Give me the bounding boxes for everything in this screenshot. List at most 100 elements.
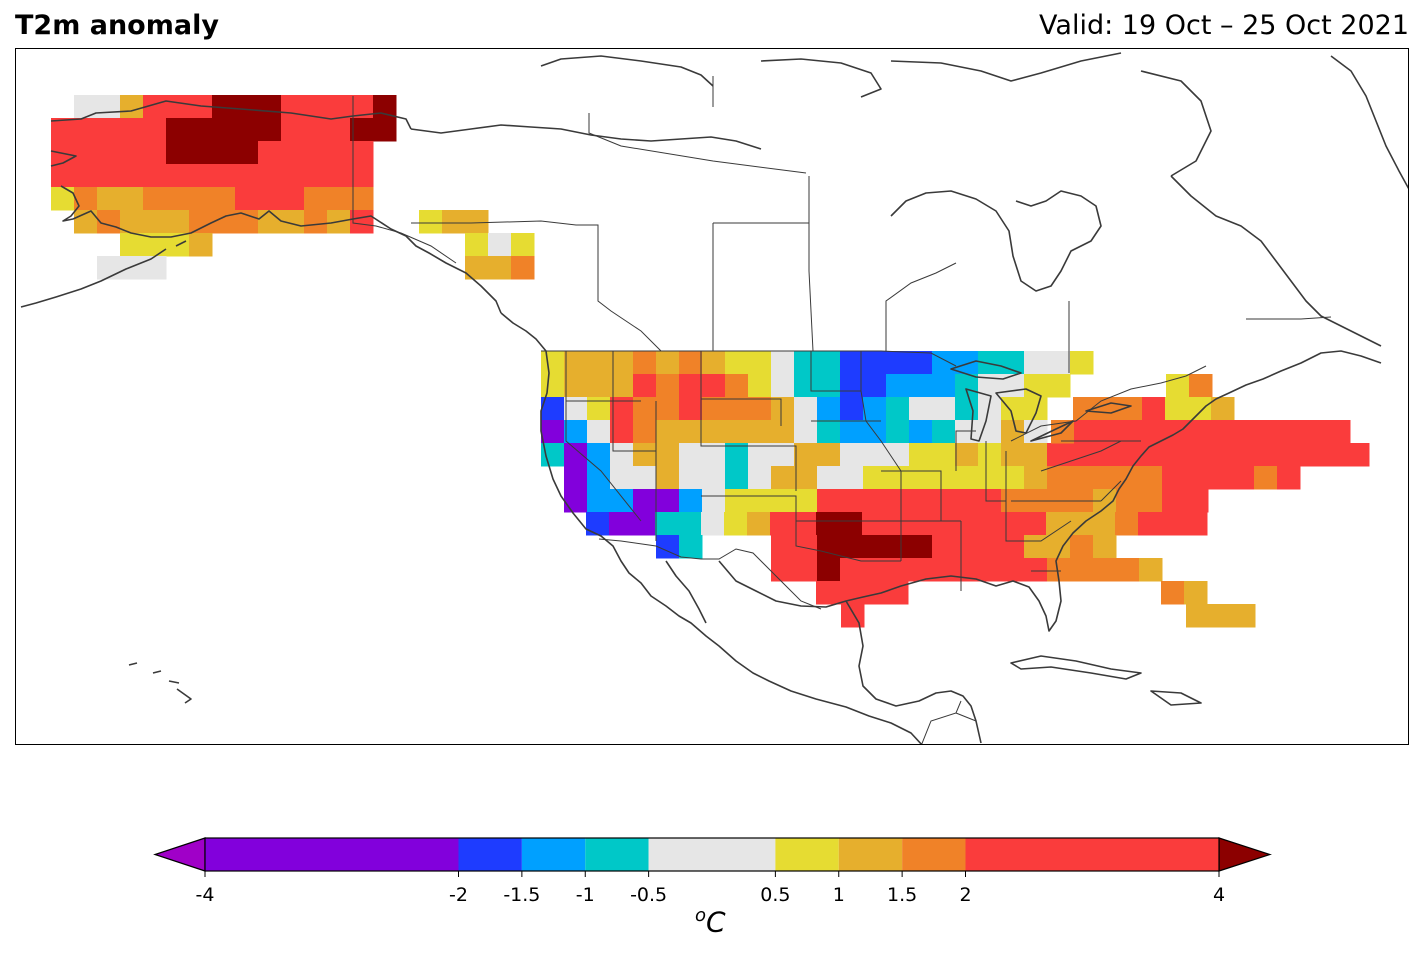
anomaly-cell (908, 512, 932, 536)
anomaly-cell (1185, 466, 1209, 490)
anomaly-cell (610, 466, 634, 490)
colorbar-unit: oC (695, 905, 726, 939)
anomaly-cell (932, 374, 956, 398)
colorbar: -4 -2 -1.5 -1 -0.5 0.5 1 1.5 2 4 (153, 837, 1272, 906)
anomaly-cell (564, 443, 588, 467)
anomaly-cell (1281, 420, 1305, 444)
anomaly-cell (1254, 443, 1278, 467)
anomaly-cell (725, 420, 749, 444)
alaska-canada-border (352, 96, 457, 264)
anomaly-cell (304, 118, 328, 142)
anomaly-cell (771, 466, 795, 490)
anomaly-cell (1212, 420, 1236, 444)
political-borders (352, 76, 1332, 744)
anomaly-cell (1254, 466, 1278, 490)
anomaly-cell (1143, 420, 1167, 444)
colorbar-bin (585, 838, 649, 871)
anomaly-cell (1208, 443, 1232, 467)
anomaly-cell (725, 443, 749, 467)
anomaly-cell (748, 397, 772, 421)
mexico-central-america-borders (921, 700, 977, 744)
anomaly-cell (258, 187, 282, 211)
anomaly-cell (679, 466, 703, 490)
anomaly-cell (1000, 512, 1024, 536)
anomaly-cell (1001, 535, 1025, 559)
anomaly-cell (74, 118, 98, 142)
anomaly-cell (656, 489, 680, 513)
anomaly-cell (748, 374, 772, 398)
anomaly-cell (656, 443, 680, 467)
anomaly-cell (1092, 512, 1116, 536)
anomaly-cell (120, 141, 144, 165)
anomaly-cell (120, 95, 144, 119)
anomaly-cell (725, 466, 749, 490)
anomaly-cell (909, 420, 933, 444)
anomaly-cell (840, 466, 864, 490)
anomaly-cell (610, 351, 634, 375)
anomaly-cell (281, 187, 305, 211)
anomaly-cell (633, 351, 657, 375)
anomaly-cell (212, 141, 236, 165)
anomaly-cell (725, 351, 749, 375)
coastline-alaska (50, 100, 502, 314)
anomaly-cell (1024, 558, 1048, 582)
anomaly-cell (51, 164, 75, 188)
anomaly-cell (1277, 443, 1301, 467)
anomaly-cell (886, 558, 910, 582)
anomaly-cell (1001, 443, 1025, 467)
anomaly-cell (839, 512, 863, 536)
anomaly-cell (863, 489, 887, 513)
anomaly-cell (817, 489, 841, 513)
anomaly-cell (1184, 581, 1208, 605)
anomaly-cell (1232, 604, 1256, 628)
anomaly-cell (840, 558, 864, 582)
anomaly-cell (97, 141, 121, 165)
colorbar-bin (902, 838, 966, 871)
anomaly-cell (564, 374, 588, 398)
anomaly-cell (955, 466, 979, 490)
colorbar-tick-label: -1.5 (503, 884, 540, 906)
colorbar-tick-label: 1.5 (887, 884, 917, 906)
coastline-labrador (1170, 175, 1382, 347)
anomaly-cell (1024, 443, 1048, 467)
anomaly-cell (633, 489, 657, 513)
anomaly-cell (97, 118, 121, 142)
anomaly-cell (541, 397, 565, 421)
anomaly-cell (909, 443, 933, 467)
anomaly-cell (541, 420, 565, 444)
anomaly-cell (610, 374, 634, 398)
anomaly-cell (1162, 443, 1186, 467)
anomaly-cell (1024, 351, 1048, 375)
anomaly-cell (886, 489, 910, 513)
anomaly-cell (97, 187, 121, 211)
anomaly-cell (885, 581, 909, 605)
anomaly-cell (817, 420, 841, 444)
anomaly-cell (1165, 397, 1189, 421)
anomaly-cell (373, 118, 397, 142)
anomaly-cell (465, 210, 489, 234)
anomaly-cell (1120, 420, 1144, 444)
anomaly-cell (840, 351, 864, 375)
anomaly-cell (488, 233, 512, 257)
anomaly-cell (212, 187, 236, 211)
anomaly-cell (748, 351, 772, 375)
anomaly-cell (679, 420, 703, 444)
anomaly-cell (817, 466, 841, 490)
anomaly-cell (1119, 397, 1143, 421)
anomaly-cell (166, 164, 190, 188)
anomaly-cell (610, 397, 634, 421)
anomaly-cell (587, 374, 611, 398)
anomaly-cell (978, 443, 1002, 467)
map-title: T2m anomaly (15, 10, 219, 41)
anomaly-cell (587, 489, 611, 513)
anomaly-cell (1001, 558, 1025, 582)
anomaly-cell (794, 558, 818, 582)
anomaly-cell (862, 581, 886, 605)
anomaly-cell (817, 535, 841, 559)
map-panel (15, 48, 1409, 745)
colorbar-tick-label: -0.5 (630, 884, 667, 906)
anomaly-cell (1047, 558, 1071, 582)
anomaly-cell (1138, 512, 1162, 536)
anomaly-cell (633, 397, 657, 421)
anomaly-cell (840, 397, 864, 421)
